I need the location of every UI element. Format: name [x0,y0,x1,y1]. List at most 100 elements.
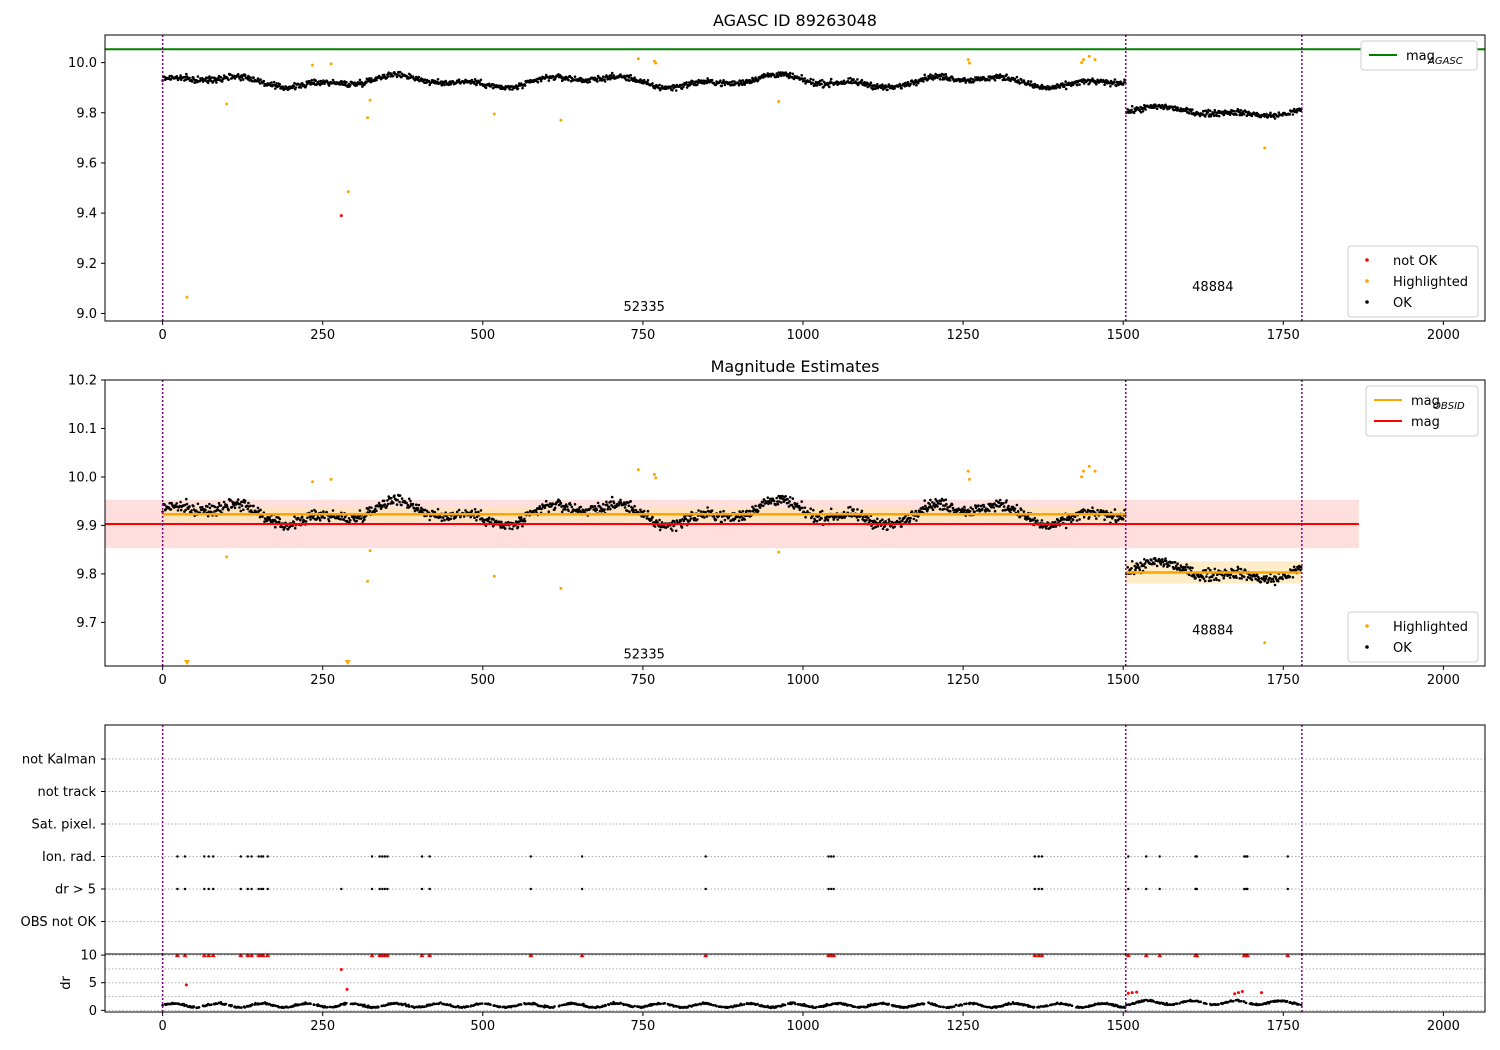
ok-point [469,515,473,519]
ok-point [1268,113,1272,117]
ok-point [256,506,260,510]
ok-point [1207,567,1210,570]
ok-point [204,508,207,512]
dr-flagged-point [1233,992,1237,996]
p2-bottom-legend-label: Highlighted [1393,620,1468,635]
dr-point [224,1002,228,1006]
ok-point [242,508,245,512]
ok-point [941,504,945,507]
ok-point [240,504,244,508]
flag-point [183,855,187,858]
ok-point [521,524,524,528]
highlighted-point [777,550,781,554]
ok-point [567,509,570,513]
ok-point [596,501,600,505]
p1-ytick-label: 9.0 [76,307,97,322]
ok-point [673,520,676,523]
ok-point [275,82,278,85]
ok-point [1213,567,1217,571]
dr-flagged-point [1236,991,1240,995]
ok-point [1186,565,1190,569]
ok-point [868,519,872,522]
ok-point [669,527,673,530]
ok-point [671,529,674,532]
ok-point [633,504,636,508]
ok-point [190,509,193,512]
ok-point [945,502,948,506]
ok-point [398,500,401,504]
ok-point [704,510,707,514]
ok-point [236,498,240,501]
ok-point [304,520,308,523]
ok-point [1051,521,1054,524]
ok-point [417,503,421,507]
dr-point [480,1002,484,1005]
highlighted-point [1087,464,1091,468]
p2-xtick-label: 1250 [947,673,980,688]
ok-point [975,509,979,512]
ok-point [786,497,789,501]
ok-point [865,83,868,87]
flag-point [176,887,179,891]
ok-point [240,76,244,79]
ok-point [1291,113,1295,116]
ok-point [433,510,437,514]
flag-point [1033,855,1037,858]
ok-point [1078,518,1081,521]
ok-point [998,498,1002,502]
ok-point [206,76,209,80]
ok-point [788,71,792,75]
ok-point [507,520,510,524]
ok-point [1202,577,1206,580]
ok-point [856,518,860,522]
dr-flagged-point [1240,990,1244,994]
p1-bottom-legend-box [1347,245,1479,318]
ok-point [1078,83,1081,86]
ok-point [428,518,432,522]
ok-point [226,505,229,509]
ok-point [1168,564,1171,567]
dr-point [1070,1004,1074,1007]
ok-point [503,88,507,91]
flag-point [262,855,265,858]
p1-xtick-label: 750 [630,328,655,343]
ok-point [1119,80,1122,83]
ok-point [1228,576,1232,579]
ok-point [428,83,432,87]
ok-point [1022,79,1026,82]
ok-point [855,516,859,519]
ok-point [1159,563,1163,566]
ok-point [246,507,250,511]
not-ok-point [339,214,343,218]
ok-point [210,510,213,514]
ok-point [653,525,657,528]
ok-point [629,73,632,77]
ok-point [893,87,896,90]
p2-xtick-label: 1750 [1267,673,1300,688]
ok-point [185,497,188,501]
ok-point [651,515,654,519]
ok-point [163,75,166,79]
ok-point [1240,577,1243,580]
ok-point [475,519,478,522]
dr-point [251,1003,254,1006]
ok-point [395,75,399,79]
obsid-label: 52335 [624,648,665,663]
ok-point [278,83,282,86]
ok-point [1133,564,1136,568]
ok-point [756,78,760,82]
highlighted-point [654,61,658,65]
ok-point [761,500,764,504]
ok-point [1137,566,1141,569]
ok-point [556,500,559,504]
ok-point [1262,577,1265,580]
ok-point [893,525,896,528]
chart-title-1: AGASC ID 89263048 [713,11,877,30]
dr-point [815,1005,818,1009]
ok-point [731,80,734,83]
ok-point [1229,573,1233,576]
ok-point [473,508,477,511]
ok-point [631,507,634,510]
ok-point [552,502,555,506]
ok-point [593,505,597,508]
